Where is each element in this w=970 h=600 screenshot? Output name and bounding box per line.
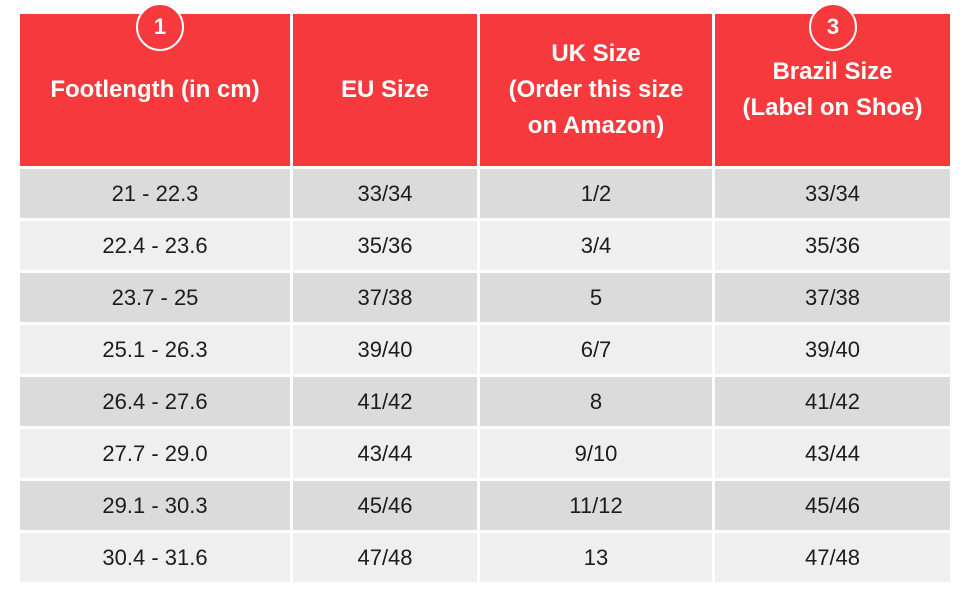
- cell-brazil-size: 43/44: [715, 429, 950, 478]
- cell-uk-size: 1/2: [480, 169, 712, 218]
- cell-uk-size: 5: [480, 273, 712, 322]
- step-badge-3: 3: [809, 3, 857, 51]
- step-badge-1: 1: [136, 3, 184, 51]
- shoe-size-table: Footlength (in cm) EU Size UK Size (Orde…: [20, 14, 950, 582]
- cell-brazil-size: 33/34: [715, 169, 950, 218]
- header-brazil-size-label: Brazil Size (Label on Shoe): [742, 58, 923, 121]
- cell-footlength: 25.1 - 26.3: [20, 325, 290, 374]
- cell-uk-size: 6/7: [480, 325, 712, 374]
- cell-footlength: 27.7 - 29.0: [20, 429, 290, 478]
- cell-eu-size: 47/48: [293, 533, 477, 582]
- cell-brazil-size: 37/38: [715, 273, 950, 322]
- cell-uk-size: 8: [480, 377, 712, 426]
- cell-footlength: 30.4 - 31.6: [20, 533, 290, 582]
- cell-footlength: 22.4 - 23.6: [20, 221, 290, 270]
- cell-eu-size: 39/40: [293, 325, 477, 374]
- cell-brazil-size: 47/48: [715, 533, 950, 582]
- cell-eu-size: 43/44: [293, 429, 477, 478]
- cell-eu-size: 35/36: [293, 221, 477, 270]
- cell-eu-size: 37/38: [293, 273, 477, 322]
- cell-eu-size: 41/42: [293, 377, 477, 426]
- header-eu-size-label: EU Size: [340, 76, 430, 103]
- cell-brazil-size: 39/40: [715, 325, 950, 374]
- cell-eu-size: 45/46: [293, 481, 477, 530]
- header-footlength-label: Footlength (in cm): [50, 76, 260, 103]
- cell-footlength: 26.4 - 27.6: [20, 377, 290, 426]
- cell-footlength: 23.7 - 25: [20, 273, 290, 322]
- header-uk-size: UK Size (Order this size on Amazon): [480, 14, 712, 166]
- cell-footlength: 21 - 22.3: [20, 169, 290, 218]
- cell-brazil-size: 35/36: [715, 221, 950, 270]
- cell-uk-size: 11/12: [480, 481, 712, 530]
- cell-brazil-size: 41/42: [715, 377, 950, 426]
- header-eu-size: EU Size: [293, 14, 477, 166]
- cell-brazil-size: 45/46: [715, 481, 950, 530]
- cell-uk-size: 9/10: [480, 429, 712, 478]
- cell-uk-size: 3/4: [480, 221, 712, 270]
- cell-footlength: 29.1 - 30.3: [20, 481, 290, 530]
- cell-uk-size: 13: [480, 533, 712, 582]
- header-uk-size-label: UK Size (Order this size on Amazon): [508, 40, 684, 139]
- cell-eu-size: 33/34: [293, 169, 477, 218]
